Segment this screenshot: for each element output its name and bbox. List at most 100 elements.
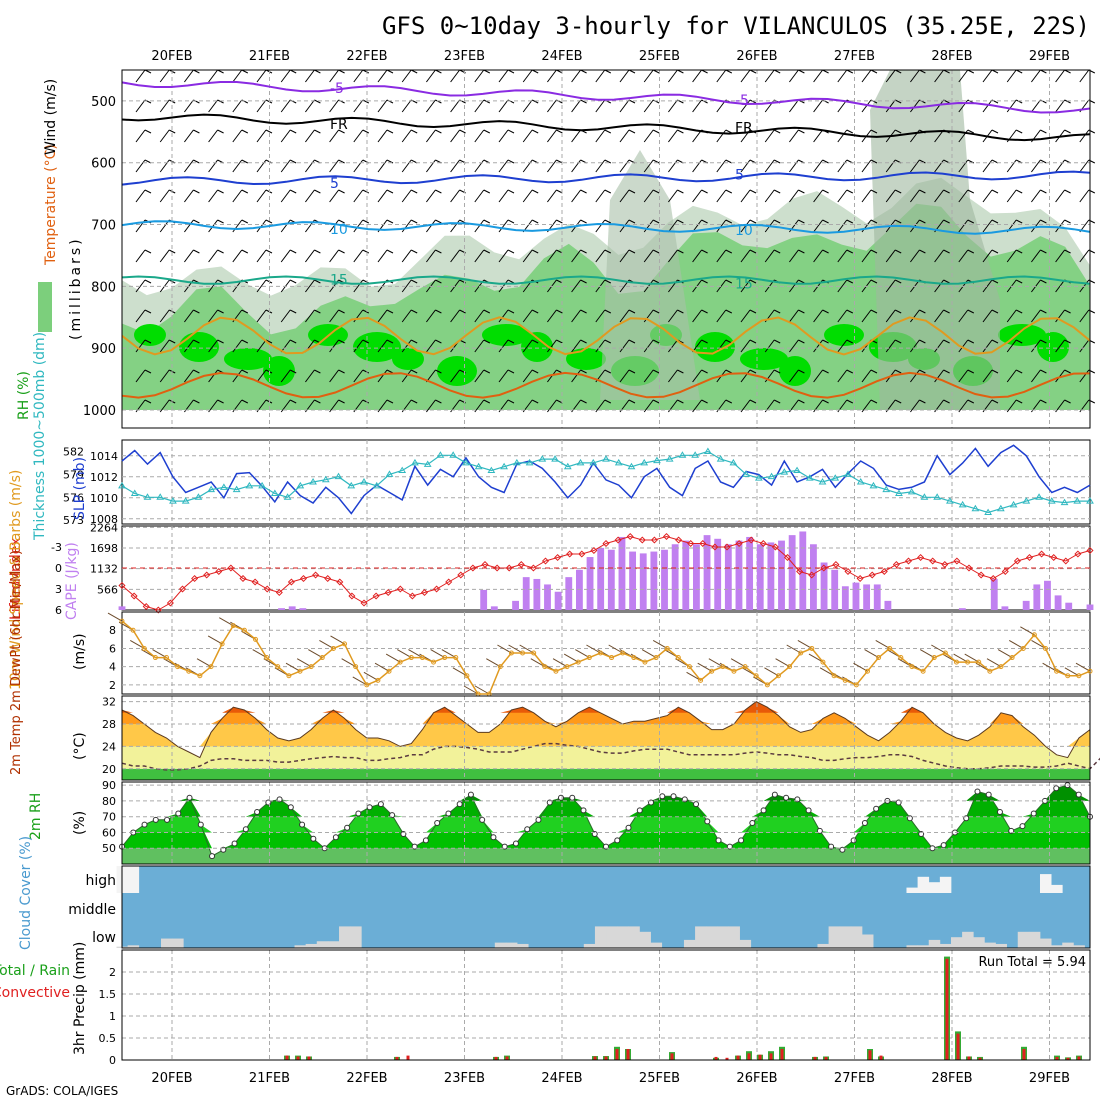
wind-barb — [571, 69, 581, 83]
wind-barb — [159, 189, 170, 203]
li-marker — [1013, 557, 1021, 565]
li-marker — [590, 546, 598, 555]
wind-marker — [319, 655, 325, 661]
thickness-marker — [220, 483, 228, 490]
cloud-axis-label: Cloud Cover (%) — [18, 836, 34, 950]
wind-barb — [861, 69, 872, 83]
wind-barb — [910, 99, 920, 113]
precip-conv-bar — [395, 1056, 399, 1060]
wind-barb — [522, 339, 533, 353]
li-marker — [336, 578, 344, 586]
isotherm-label: -5 — [330, 81, 344, 97]
wind-barb-flag — [1040, 279, 1047, 284]
rh-marker — [434, 820, 441, 826]
wind-barb-flag — [483, 369, 491, 374]
wind-barb — [232, 159, 243, 173]
wind-barb — [716, 249, 727, 263]
li-marker — [771, 543, 779, 551]
wind-barb-flag — [314, 249, 321, 254]
wind-barb — [571, 279, 581, 293]
wind-barb-flag — [725, 159, 733, 164]
wind-barb-flag — [362, 279, 370, 284]
panel-frame — [121, 695, 1091, 781]
wind-barb — [401, 189, 412, 203]
wind-barb-flag — [846, 339, 854, 344]
cape-bar — [990, 578, 998, 610]
wind-barb — [232, 189, 243, 203]
cloud-low-bar — [617, 926, 629, 948]
wind-barb — [256, 189, 267, 203]
wind-barb — [864, 649, 879, 658]
cloud-low-bar — [973, 937, 985, 948]
wind-barb — [668, 309, 678, 323]
wind-barb-flag — [725, 189, 733, 194]
wind-marker — [286, 673, 292, 679]
wind-barb-flag — [846, 399, 854, 404]
cape-bar — [512, 600, 520, 610]
wind-barb — [1079, 339, 1090, 353]
wind-barb — [401, 369, 412, 383]
li-marker — [1050, 553, 1058, 562]
wind-barb-flag — [531, 189, 539, 194]
wind-barb — [183, 339, 194, 353]
wind-barb — [183, 189, 194, 203]
wind-barb — [692, 189, 702, 203]
panel-frame — [121, 865, 1091, 949]
wind-barb-flag — [967, 219, 975, 224]
wind-barb-flag — [483, 249, 491, 254]
thickness-marker — [283, 493, 292, 500]
rh-marker — [355, 810, 362, 817]
cloud-low-bar — [1039, 938, 1052, 948]
rh-marker — [344, 824, 351, 831]
li-marker — [469, 564, 477, 572]
cape-bar — [554, 591, 562, 610]
wind-barb — [861, 99, 872, 113]
wind-barb — [401, 99, 412, 113]
isotherm-label: 10 — [330, 222, 348, 238]
li-marker — [457, 571, 465, 579]
wind-axis-label: Wind (m/s) — [43, 79, 59, 155]
wind-barb-flag — [241, 369, 249, 374]
wind-barb — [764, 339, 775, 353]
cape-bar — [118, 606, 126, 610]
wind-barb — [797, 640, 813, 649]
thickness-marker — [334, 472, 343, 480]
cloud-level-label: low — [92, 930, 116, 946]
wind-barb-flag — [773, 249, 781, 254]
wind-barb — [304, 279, 315, 293]
wind-barb-flag — [749, 99, 757, 104]
pressure-tick-label: 800 — [91, 280, 116, 295]
cloud-low-bar — [1062, 942, 1074, 948]
wind-barb — [522, 159, 533, 173]
wind-barb — [910, 189, 920, 203]
wind-barb-flag — [144, 279, 152, 284]
rh-marker — [996, 808, 1003, 815]
wind-barb — [329, 369, 340, 383]
rh-marker — [557, 794, 564, 801]
thickness-marker — [1009, 500, 1018, 508]
wind-marker — [520, 650, 526, 656]
li-marker — [699, 539, 707, 548]
wind-barb-flag — [701, 369, 708, 374]
wind-barb-flag — [1040, 129, 1047, 134]
wind-barb — [329, 249, 340, 263]
slp-tick-label: 1014 — [90, 450, 118, 463]
wind-marker — [564, 664, 570, 670]
wind-barb-flag — [193, 369, 200, 374]
date-tick-label: 22FEB — [346, 1071, 387, 1086]
wind-barb — [208, 219, 219, 233]
rh-marker — [1075, 791, 1082, 798]
wind-barb-flag — [580, 189, 587, 194]
rh-marker — [197, 821, 204, 828]
wind-barb-flag — [338, 189, 345, 194]
wind-barb — [135, 249, 146, 263]
thickness-marker — [831, 474, 840, 481]
cape-bar — [650, 551, 658, 610]
wind-marker — [419, 655, 425, 661]
wind-marker — [698, 677, 704, 683]
wind-marker — [442, 655, 448, 661]
precip-conv-bar — [945, 958, 949, 1060]
wind-barb — [934, 249, 944, 263]
wind-barb-flag — [289, 279, 297, 284]
